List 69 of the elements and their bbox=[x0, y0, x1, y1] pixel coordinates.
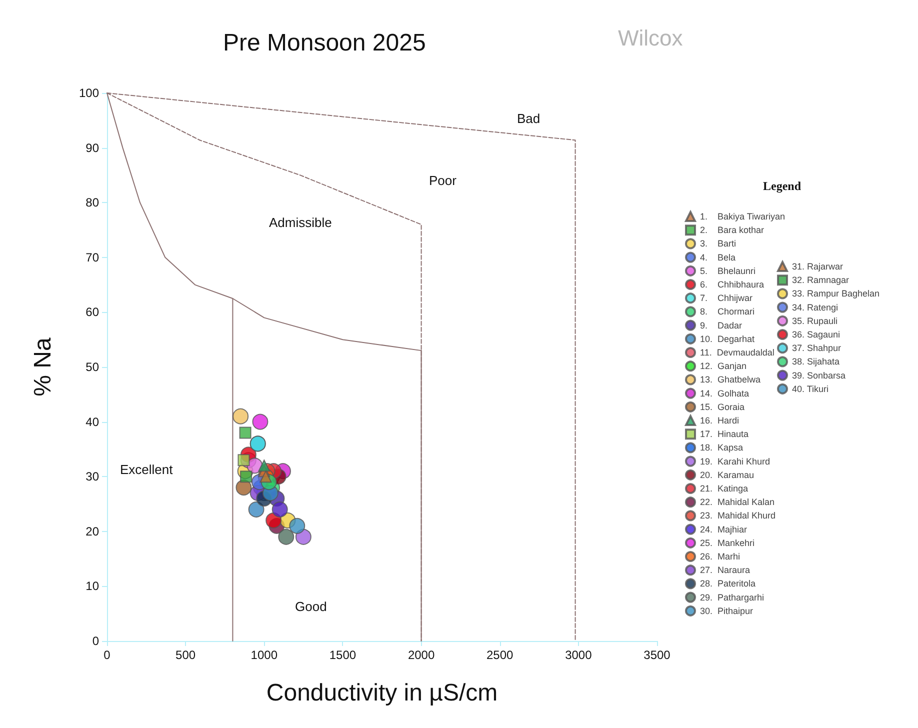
legend-label: 14. Golhata bbox=[700, 388, 750, 398]
x-tick-label: 500 bbox=[176, 648, 196, 662]
legend-label: 8. Chormari bbox=[700, 306, 755, 317]
legend-label: 29. Pathargarhi bbox=[700, 592, 764, 602]
legend-label: 5. Bhelaunri bbox=[700, 266, 756, 276]
y-tick-label: 90 bbox=[86, 140, 100, 155]
legend-label: 17. Hinauta bbox=[700, 429, 749, 440]
legend-label: 25. Mankehri bbox=[700, 538, 755, 548]
legend-label: 21. Katinga bbox=[700, 484, 748, 494]
legend-label: 24. Majhiar bbox=[700, 524, 748, 534]
x-tick-label: 2000 bbox=[408, 648, 435, 662]
y-tick-label: 20 bbox=[86, 524, 100, 538]
annotation: Admissible bbox=[269, 215, 332, 230]
legend-label: 38. Sijahata bbox=[792, 356, 840, 367]
legend-label: 19. Karahi Khurd bbox=[700, 456, 770, 466]
legend-label: 32. Ramnagar bbox=[792, 275, 850, 286]
legend-label: 1. Bakiya Tiwariyan bbox=[700, 212, 786, 222]
legend-label: 13. Ghatbelwa bbox=[700, 374, 761, 385]
legend-label: 31. Rajarwar bbox=[792, 262, 844, 272]
legend-label: 18. Kapsa bbox=[700, 442, 744, 453]
chart-subtitle: Wilcox bbox=[618, 26, 683, 50]
legend-label: 11. Devmaudaldal bbox=[700, 348, 774, 358]
legend-label: 39. Sonbarsa bbox=[792, 370, 846, 380]
legend-label: 6. Chhibhaura bbox=[700, 280, 764, 290]
legend-label: 34. Ratengi bbox=[792, 302, 838, 312]
x-tick-label: 1000 bbox=[250, 648, 278, 662]
y-tick-label: 70 bbox=[86, 250, 100, 264]
legend-label: 27. Naraura bbox=[700, 565, 750, 576]
y-tick-label: 100 bbox=[78, 86, 100, 100]
legend-label: 2. Bara kothar bbox=[700, 225, 764, 236]
legend-label: 20. Karamau bbox=[700, 470, 754, 480]
legend-label: 22. Mahidal Kalan bbox=[700, 497, 775, 508]
legend-label: 9. Dadar bbox=[700, 320, 742, 330]
legend-label: 4. Bela bbox=[700, 252, 736, 262]
y-tick-label: 30 bbox=[86, 470, 100, 484]
legend-label: 7. Chhijwar bbox=[700, 293, 753, 304]
x-tick-label: 0 bbox=[104, 648, 111, 662]
x-tick-label: 1500 bbox=[329, 648, 356, 662]
legend-label: 26. Marhi bbox=[700, 552, 740, 562]
legend-label: 33. Rampur Baghelan bbox=[792, 288, 880, 299]
legend-label: 28. Pateritola bbox=[700, 578, 756, 589]
y-tick-label: 10 bbox=[86, 579, 100, 594]
chart-title: Pre Monsoon 2025 bbox=[223, 30, 426, 56]
legend-label: 15. Goraia bbox=[700, 402, 745, 412]
y-axis-title: % Na bbox=[30, 337, 56, 396]
annotation: Good bbox=[295, 599, 327, 614]
legend-label: 23. Mahidal Khurd bbox=[700, 510, 776, 521]
legend-label: 40. Tikuri bbox=[792, 384, 829, 394]
annotation: Poor bbox=[429, 173, 458, 188]
legend-label: 16. Hardi bbox=[700, 416, 740, 426]
y-tick-label: 80 bbox=[86, 196, 100, 210]
x-tick-label: 3500 bbox=[644, 648, 671, 662]
y-tick-label: 50 bbox=[86, 360, 100, 374]
x-tick-label: 2500 bbox=[486, 648, 514, 662]
legend-label: 35. Rupauli bbox=[792, 316, 838, 326]
y-tick-label: 40 bbox=[86, 414, 100, 429]
annotation: Excellent bbox=[120, 462, 174, 477]
y-tick-label: 0 bbox=[92, 634, 100, 648]
legend-label: 37. Shahpur bbox=[792, 343, 842, 354]
legend-title: Legend bbox=[763, 179, 802, 193]
legend-label: 10. Degarhat bbox=[700, 334, 756, 344]
legend-label: 30. Pithaipur bbox=[700, 606, 754, 616]
x-tick-label: 3000 bbox=[565, 648, 592, 662]
x-axis-title: Conductivity in µS/cm bbox=[266, 680, 498, 706]
legend-label: 36. Sagauni bbox=[792, 330, 840, 340]
legend-label: 12. Ganjan bbox=[700, 361, 747, 372]
legend-label: 3. Barti bbox=[700, 238, 736, 249]
annotation: Bad bbox=[517, 111, 540, 126]
y-tick-label: 60 bbox=[86, 305, 100, 320]
